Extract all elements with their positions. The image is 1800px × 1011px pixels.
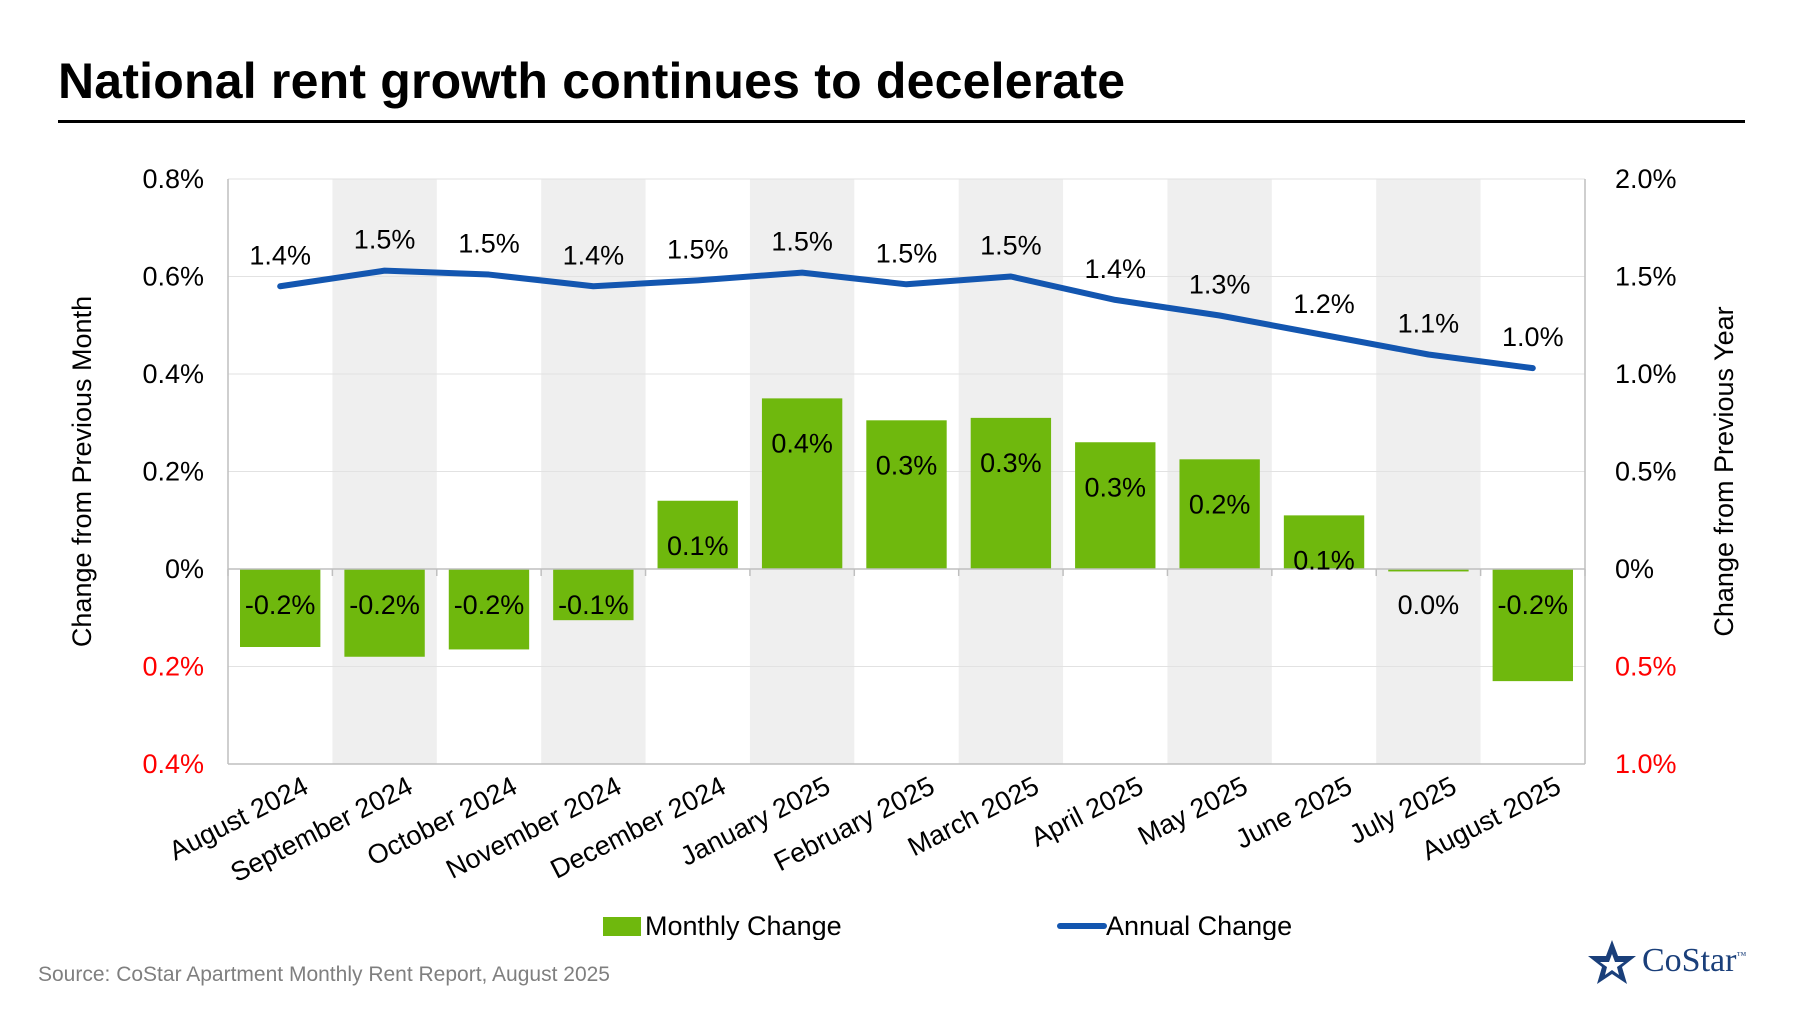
left-axis-tick-label: 0.2%	[142, 652, 204, 682]
category-label: November 2024	[441, 771, 626, 885]
category-label: April 2025	[1026, 771, 1148, 853]
monthly-change-label: -0.2%	[454, 590, 525, 620]
annual-change-label: 1.2%	[1293, 289, 1355, 319]
right-axis-tick-label: 2.0%	[1615, 164, 1677, 194]
left-axis-tick-label: 0.6%	[142, 262, 204, 292]
monthly-change-label: 0.3%	[876, 450, 938, 480]
monthly-change-bar	[970, 417, 1052, 569]
annual-change-label: 1.5%	[771, 227, 833, 257]
monthly-change-bar	[761, 398, 843, 569]
monthly-change-label: 0.3%	[980, 448, 1042, 478]
monthly-change-label: 0.1%	[1293, 545, 1355, 575]
monthly-change-label: -0.2%	[245, 590, 316, 620]
costar-star-icon	[1588, 940, 1636, 984]
monthly-change-bar	[1388, 569, 1469, 572]
chart-title: National rent growth continues to decele…	[58, 53, 1126, 109]
right-axis-tick-label: 0.5%	[1615, 457, 1677, 487]
monthly-change-label: -0.1%	[558, 590, 629, 620]
monthly-change-bar	[866, 420, 947, 569]
annual-change-label: 1.5%	[458, 229, 520, 259]
right-axis-tick-label: 1.0%	[1615, 359, 1677, 389]
monthly-change-label: -0.2%	[349, 590, 420, 620]
right-axis-tick-label: 1.5%	[1615, 262, 1677, 292]
monthly-change-bar	[1283, 515, 1365, 569]
left-axis-tick-label: 0.4%	[142, 359, 204, 389]
monthly-change-label: 0.2%	[1189, 489, 1251, 519]
monthly-change-label: 0.3%	[1084, 472, 1146, 502]
monthly-change-bar	[553, 569, 634, 621]
costar-wordmark: CoStar™	[1642, 942, 1747, 979]
left-axis-title: Change from Previous Month	[67, 296, 97, 647]
category-label: December 2024	[546, 771, 731, 885]
monthly-change-bar	[1179, 459, 1260, 569]
monthly-change-label: -0.2%	[1498, 590, 1569, 620]
legend-monthly-change: Monthly Change	[645, 911, 842, 940]
annual-change-label: 1.4%	[249, 240, 311, 270]
category-label: May 2025	[1133, 771, 1252, 852]
title-divider	[58, 120, 1745, 123]
legend-annual-change: Annual Change	[1106, 911, 1292, 940]
annual-change-label: 1.5%	[876, 238, 938, 268]
annual-change-label: 1.5%	[354, 225, 416, 255]
monthly-change-bar	[657, 500, 738, 569]
annual-change-label: 1.3%	[1189, 270, 1251, 300]
legend-bar-swatch	[603, 917, 641, 936]
category-label: September 2024	[226, 771, 418, 888]
right-axis-tick-label: 0.5%	[1615, 652, 1677, 682]
monthly-change-bar	[240, 569, 321, 647]
annual-change-label: 1.4%	[1084, 254, 1146, 284]
left-axis-tick-label: 0.4%	[142, 749, 204, 779]
monthly-change-label: 0.0%	[1398, 590, 1460, 620]
source-note: Source: CoStar Apartment Monthly Rent Re…	[38, 963, 610, 986]
left-axis-tick-label: 0%	[165, 554, 204, 584]
monthly-change-bar	[1492, 569, 1573, 682]
monthly-change-bar	[344, 569, 425, 657]
right-axis-tick-label: 0%	[1615, 554, 1654, 584]
annual-change-label: 1.4%	[563, 240, 625, 270]
left-axis-tick-label: 0.8%	[142, 164, 204, 194]
annual-change-line	[277, 267, 1536, 372]
rent-growth-chart: -0.2% -0.2% -0.2% -0.1% 0.1% 0.4% 0.3% 0.3% 0.3%…	[67, 164, 1739, 940]
annual-change-label: 1.1%	[1398, 309, 1460, 339]
monthly-change-label: 0.4%	[771, 428, 833, 458]
annual-change-label: 1.0%	[1502, 322, 1564, 352]
annual-change-label: 1.5%	[980, 231, 1042, 261]
left-axis-tick-label: 0.2%	[142, 457, 204, 487]
monthly-change-label: 0.1%	[667, 531, 729, 561]
monthly-change-bar	[448, 569, 530, 650]
monthly-change-bar	[1075, 442, 1156, 569]
right-axis-title: Change from Previous Year	[1709, 306, 1739, 636]
category-label: June 2025	[1231, 771, 1357, 855]
annual-change-label: 1.5%	[667, 234, 729, 264]
costar-logo: CoStar™	[1584, 938, 1764, 988]
right-axis-tick-label: 1.0%	[1615, 749, 1677, 779]
